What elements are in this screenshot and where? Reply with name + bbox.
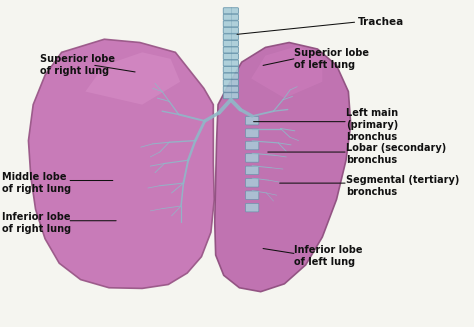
FancyBboxPatch shape [223,54,238,60]
Text: Lobar (secondary)
bronchus: Lobar (secondary) bronchus [346,143,446,165]
FancyBboxPatch shape [246,191,259,199]
Text: Middle lobe
of right lung: Middle lobe of right lung [2,172,72,194]
FancyBboxPatch shape [246,154,259,162]
FancyBboxPatch shape [223,67,238,73]
FancyBboxPatch shape [246,203,259,212]
FancyBboxPatch shape [223,80,238,86]
FancyBboxPatch shape [246,116,259,125]
PathPatch shape [251,46,322,98]
Text: Inferior lobe
of right lung: Inferior lobe of right lung [2,212,72,234]
Text: Left main
(primary)
bronchus: Left main (primary) bronchus [346,108,398,142]
FancyBboxPatch shape [246,179,259,187]
FancyBboxPatch shape [223,21,238,27]
Text: Trachea: Trachea [358,17,404,27]
PathPatch shape [215,43,351,292]
FancyBboxPatch shape [223,60,238,66]
FancyBboxPatch shape [223,34,238,40]
FancyBboxPatch shape [223,47,238,53]
FancyBboxPatch shape [223,14,238,20]
FancyBboxPatch shape [223,93,238,99]
Text: Inferior lobe
of left lung: Inferior lobe of left lung [294,245,363,267]
FancyBboxPatch shape [223,41,238,46]
FancyBboxPatch shape [223,86,238,92]
PathPatch shape [28,39,214,288]
Text: Superior lobe
of left lung: Superior lobe of left lung [294,48,369,70]
PathPatch shape [28,39,214,288]
FancyBboxPatch shape [223,27,238,33]
FancyBboxPatch shape [246,129,259,137]
Text: Segmental (tertiary)
bronchus: Segmental (tertiary) bronchus [346,175,459,197]
Text: Superior lobe
of right lung: Superior lobe of right lung [40,54,115,77]
FancyBboxPatch shape [246,166,259,175]
PathPatch shape [85,52,180,105]
FancyBboxPatch shape [223,73,238,79]
PathPatch shape [215,43,351,292]
FancyBboxPatch shape [246,141,259,150]
FancyBboxPatch shape [223,8,238,14]
